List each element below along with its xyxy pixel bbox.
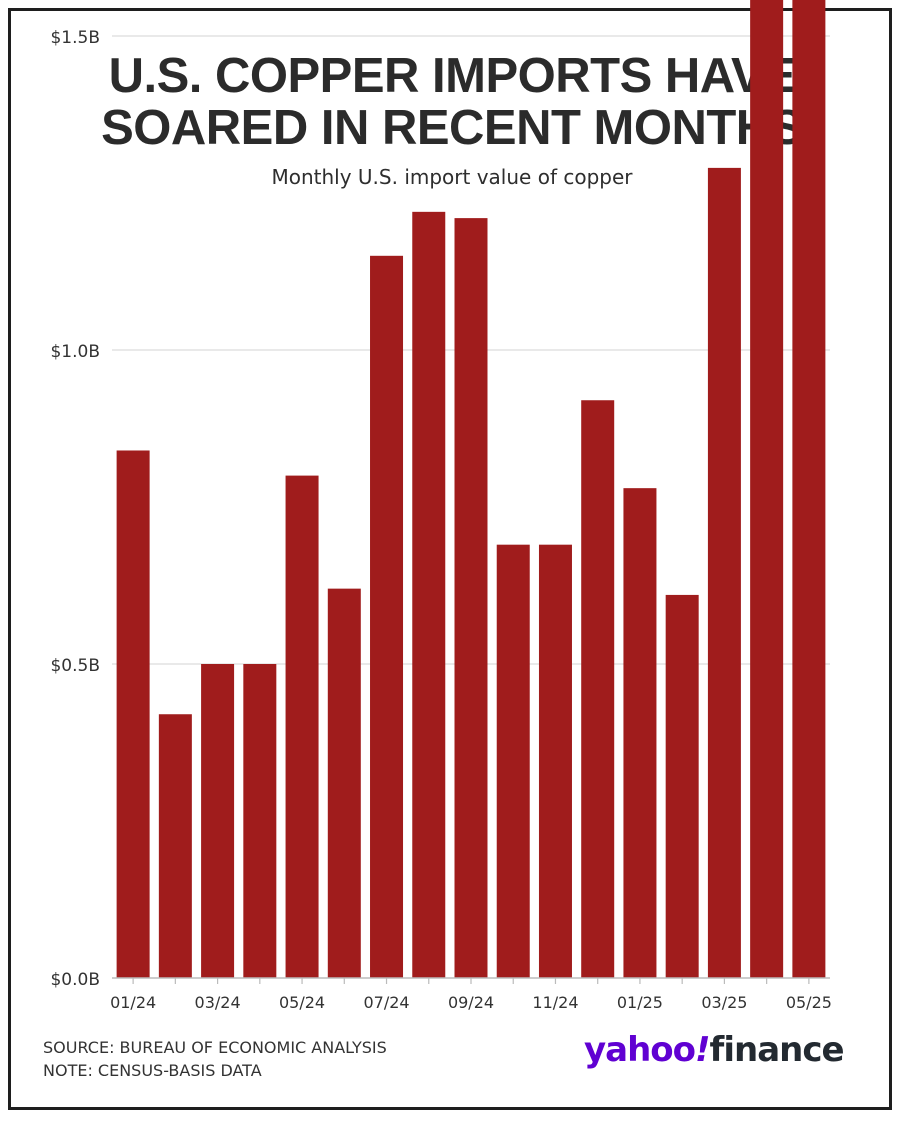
x-tick-label: 09/24 <box>448 993 494 1012</box>
bar-11-24 <box>538 544 572 978</box>
chart-title-line-1: U.S. COPPER IMPORTS HAVE <box>108 49 796 103</box>
bar-03-24 <box>201 664 235 978</box>
x-tick-label: 11/24 <box>532 993 578 1012</box>
bar-05-25 <box>792 0 826 978</box>
bar-06-24 <box>327 588 361 978</box>
bar-05-24 <box>285 475 319 978</box>
bar-07-24 <box>370 255 404 979</box>
bar-02-25 <box>665 594 699 978</box>
bar-09-24 <box>454 218 488 978</box>
x-tick-label: 01/24 <box>110 993 156 1012</box>
x-tick-label: 07/24 <box>363 993 409 1012</box>
chart-title-line-2: SOARED IN RECENT MONTHS <box>101 101 803 155</box>
data-note: NOTE: CENSUS-BASIS DATA <box>43 1061 262 1080</box>
y-tick-label: $0.0B <box>50 970 100 990</box>
logo-exclamation: ! <box>695 1030 710 1070</box>
chart-subtitle: Monthly U.S. import value of copper <box>271 165 633 189</box>
bar-12-24 <box>581 400 615 978</box>
bar-08-24 <box>412 211 446 979</box>
x-tick-label: 05/24 <box>279 993 325 1012</box>
bar-01-25 <box>623 488 657 978</box>
x-tick-label: 01/25 <box>617 993 663 1012</box>
bar-01-24 <box>116 450 150 979</box>
x-tick-label: 03/24 <box>195 993 241 1012</box>
bar-10-24 <box>496 544 530 978</box>
logo-product: finance <box>709 1030 845 1070</box>
x-tick-label: 03/25 <box>701 993 747 1012</box>
chart-title: U.S. COPPER IMPORTS HAVE SOARED IN RECEN… <box>0 50 904 154</box>
logo-brand: yahoo <box>584 1030 696 1070</box>
y-tick-label: $1.5B <box>50 28 100 48</box>
yahoo-finance-logo: yahoo!finance <box>584 1030 845 1070</box>
source-note: SOURCE: BUREAU OF ECONOMIC ANALYSIS <box>43 1038 387 1057</box>
bar-03-25 <box>707 167 741 978</box>
y-tick-label: $1.0B <box>50 342 100 362</box>
x-tick-label: 05/25 <box>786 993 832 1012</box>
chart-frame <box>8 8 892 1110</box>
y-tick-label: $0.5B <box>50 656 100 676</box>
chart-footer: SOURCE: BUREAU OF ECONOMIC ANALYSIS NOTE… <box>43 1036 387 1082</box>
bar-04-25 <box>750 0 784 979</box>
bar-02-24 <box>158 714 192 978</box>
bar-04-24 <box>243 664 277 978</box>
